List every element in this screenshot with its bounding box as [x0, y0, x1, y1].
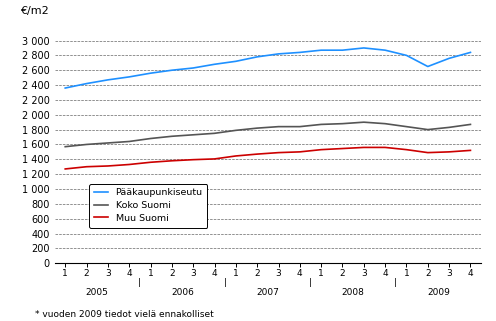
Text: 2008: 2008 [342, 288, 365, 297]
Line: Pääkaupunkiseutu: Pääkaupunkiseutu [65, 48, 471, 88]
Muu Suomi [361, 145, 367, 149]
Text: |: | [394, 279, 397, 288]
Pääkaupunkiseutu [425, 65, 431, 68]
Line: Muu Suomi: Muu Suomi [65, 147, 471, 169]
Muu Suomi [148, 160, 154, 164]
Muu Suomi [340, 147, 346, 151]
Muu Suomi [446, 150, 452, 154]
Text: 2009: 2009 [427, 288, 450, 297]
Pääkaupunkiseutu [361, 46, 367, 50]
Muu Suomi [105, 164, 111, 168]
Koko Suomi [361, 120, 367, 124]
Legend: Pääkaupunkiseutu, Koko Suomi, Muu Suomi: Pääkaupunkiseutu, Koko Suomi, Muu Suomi [89, 184, 207, 228]
Koko Suomi [190, 133, 196, 137]
Muu Suomi [276, 151, 282, 154]
Pääkaupunkiseutu [148, 71, 154, 75]
Muu Suomi [233, 154, 239, 158]
Muu Suomi [126, 162, 132, 166]
Pääkaupunkiseutu [468, 50, 474, 54]
Koko Suomi [425, 128, 431, 132]
Text: €/m2: €/m2 [20, 6, 49, 16]
Pääkaupunkiseutu [297, 50, 303, 54]
Koko Suomi [254, 126, 260, 130]
Muu Suomi [212, 157, 218, 161]
Koko Suomi [169, 134, 175, 138]
Muu Suomi [318, 148, 324, 152]
Text: 2005: 2005 [86, 288, 109, 297]
Pääkaupunkiseutu [340, 48, 346, 52]
Koko Suomi [105, 141, 111, 145]
Muu Suomi [254, 152, 260, 156]
Koko Suomi [83, 143, 90, 146]
Pääkaupunkiseutu [446, 56, 452, 60]
Text: 2006: 2006 [171, 288, 194, 297]
Pääkaupunkiseutu [212, 62, 218, 66]
Pääkaupunkiseutu [126, 75, 132, 79]
Koko Suomi [233, 128, 239, 132]
Koko Suomi [340, 122, 346, 126]
Muu Suomi [425, 151, 431, 154]
Pääkaupunkiseutu [169, 68, 175, 72]
Pääkaupunkiseutu [318, 48, 324, 52]
Koko Suomi [446, 126, 452, 129]
Pääkaupunkiseutu [404, 53, 410, 57]
Muu Suomi [297, 150, 303, 154]
Muu Suomi [83, 165, 90, 169]
Koko Suomi [212, 131, 218, 135]
Pääkaupunkiseutu [83, 82, 90, 85]
Text: |: | [138, 279, 141, 288]
Muu Suomi [468, 148, 474, 152]
Text: 2007: 2007 [256, 288, 279, 297]
Pääkaupunkiseutu [233, 59, 239, 63]
Koko Suomi [148, 137, 154, 141]
Pääkaupunkiseutu [190, 66, 196, 70]
Koko Suomi [318, 123, 324, 126]
Koko Suomi [382, 122, 388, 126]
Koko Suomi [404, 125, 410, 129]
Muu Suomi [190, 158, 196, 161]
Text: |: | [224, 279, 227, 288]
Muu Suomi [382, 145, 388, 149]
Text: * vuoden 2009 tiedot vielä ennakolliset: * vuoden 2009 tiedot vielä ennakolliset [35, 310, 213, 319]
Text: |: | [309, 279, 312, 288]
Koko Suomi [276, 125, 282, 129]
Koko Suomi [297, 125, 303, 129]
Pääkaupunkiseutu [276, 52, 282, 56]
Pääkaupunkiseutu [105, 78, 111, 82]
Koko Suomi [62, 145, 68, 149]
Koko Suomi [126, 140, 132, 143]
Pääkaupunkiseutu [62, 86, 68, 90]
Muu Suomi [62, 167, 68, 171]
Pääkaupunkiseutu [254, 55, 260, 59]
Koko Suomi [468, 123, 474, 126]
Line: Koko Suomi: Koko Suomi [65, 122, 471, 147]
Muu Suomi [404, 148, 410, 152]
Pääkaupunkiseutu [382, 48, 388, 52]
Muu Suomi [169, 159, 175, 163]
